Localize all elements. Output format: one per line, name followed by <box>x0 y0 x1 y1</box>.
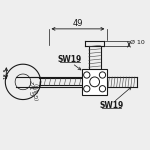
Bar <box>82 69 107 95</box>
Circle shape <box>84 86 90 92</box>
Circle shape <box>84 72 90 78</box>
Text: (G 3/8): (G 3/8) <box>35 83 40 100</box>
Text: SW19: SW19 <box>58 55 82 64</box>
Circle shape <box>99 72 106 78</box>
Text: 49: 49 <box>73 20 83 28</box>
Text: 18,5: 18,5 <box>3 67 8 79</box>
Text: Ø 10: Ø 10 <box>130 40 145 45</box>
Circle shape <box>90 77 100 87</box>
Text: SW19: SW19 <box>99 101 123 110</box>
Circle shape <box>99 86 106 92</box>
Text: G 1/2: G 1/2 <box>30 81 35 95</box>
